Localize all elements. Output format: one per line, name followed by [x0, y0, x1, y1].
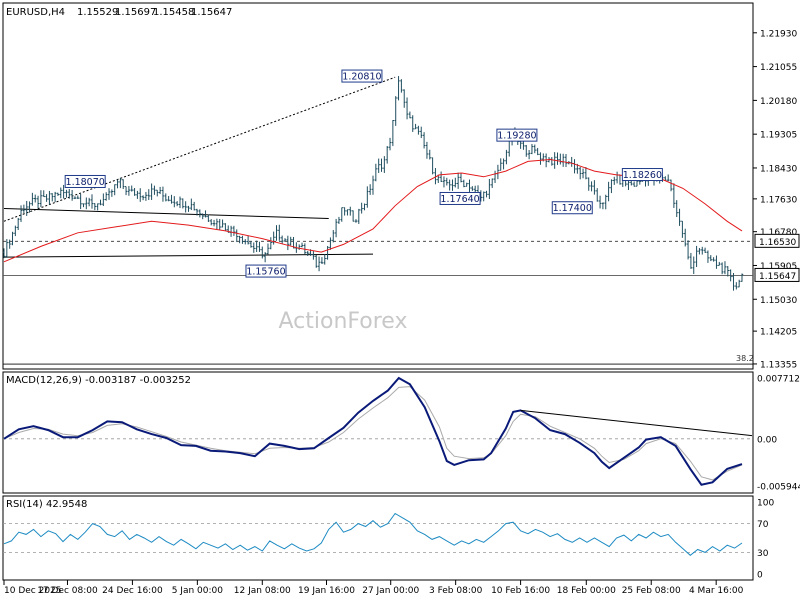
- macd-tick-label: 0.007712: [757, 374, 800, 384]
- trendline: [3, 208, 329, 220]
- rsi-label: RSI(14) 42.9548: [6, 499, 87, 510]
- rsi-panel: 100 70 30 0: [3, 496, 774, 581]
- x-tick-label: 19 Jan 16:00: [298, 586, 355, 596]
- ohlc-close: 1.15647: [191, 7, 232, 18]
- macd-tick-label: 0.00: [757, 435, 777, 445]
- price-level-tag-box: [754, 267, 800, 282]
- price-annotation-box: [439, 191, 481, 205]
- price-annotation-label: 1.19280: [497, 131, 536, 142]
- price-annotation-label: 1.15760: [246, 267, 285, 278]
- price-tick-label: 1.15030: [760, 296, 797, 306]
- rsi-panel-frame: [2, 495, 754, 581]
- x-tick-label: 25 Feb 08:00: [622, 586, 681, 596]
- price-annotation-box: [341, 69, 383, 83]
- x-tick-label: 4 Mar 16:00: [689, 586, 744, 596]
- price-tick-label: 1.18430: [760, 164, 797, 174]
- price-tick-label: 1.15905: [760, 262, 797, 272]
- price-tick-label: 1.14205: [760, 328, 797, 338]
- x-tick-label: 5 Jan 00:00: [172, 586, 224, 596]
- price-level-tag: 1.16530: [759, 238, 796, 248]
- price-tick-label: 1.21930: [760, 29, 797, 39]
- x-tick-label: 27 Jan 00:00: [362, 586, 419, 596]
- price-annotation-label: 1.18260: [623, 170, 662, 181]
- rsi-tick-label: 100: [757, 499, 774, 509]
- price-annotation-box: [496, 128, 538, 142]
- price-annotation-label: 1.18070: [66, 177, 105, 188]
- price-tick-label: 1.20180: [760, 97, 797, 107]
- macd-trendline: [520, 409, 753, 437]
- fib-level-label: 38.2: [736, 354, 754, 363]
- price-tick-label: 1.17630: [760, 195, 797, 205]
- x-tick-label: 12 Jan 08:00: [234, 586, 291, 596]
- x-tick-label: 10 Dec 2025: [4, 586, 62, 596]
- price-annotation-box: [64, 174, 106, 188]
- price-tick-label: 1.19305: [760, 131, 797, 141]
- symbol-label: EURUSD,H4: [6, 7, 65, 18]
- price-annotation-label: 1.20810: [342, 72, 381, 83]
- ohlc-open: 1.15529: [77, 7, 118, 18]
- price-level-tag-box: [754, 233, 800, 248]
- price-tick-label: 1.16780: [760, 228, 797, 238]
- x-tick-label: 10 Feb 16:00: [491, 586, 550, 596]
- macd-tick-label: -0.005944: [757, 482, 800, 492]
- price-annotation-box: [245, 264, 287, 278]
- price-level-tag: 1.15647: [759, 272, 796, 282]
- rsi-tick-label: 0: [757, 571, 763, 581]
- ohlc-high: 1.15697: [115, 7, 156, 18]
- price-annotation-box: [621, 168, 663, 182]
- x-tick-label: 24 Dec 16:00: [102, 586, 163, 596]
- price-tick-label: 1.21055: [760, 63, 797, 73]
- rsi-line: [3, 512, 743, 556]
- watermark: ActionForex: [279, 309, 408, 334]
- macd-label: MACD(12,26,9) -0.003187 -0.003252: [6, 375, 191, 386]
- macd-panel: 0.007712 0.00 -0.005944: [3, 372, 800, 493]
- rsi-tick-label: 30: [757, 549, 769, 559]
- macd-main-line: [3, 376, 743, 486]
- price-tick-label: 1.13355: [760, 360, 797, 370]
- price-annotation-label: 1.17640: [440, 194, 479, 205]
- x-tick-label: 18 Feb 00:00: [557, 586, 616, 596]
- x-tick-label: 3 Feb 08:00: [429, 586, 483, 596]
- price-annotation-label: 1.17400: [553, 203, 592, 214]
- ohlc-low: 1.15458: [153, 7, 194, 18]
- rsi-tick-label: 70: [757, 520, 769, 530]
- macd-panel-frame: [2, 371, 754, 494]
- x-tick-label: 17 Dec 08:00: [37, 586, 98, 596]
- price-panel: 1.21930 1.21055 1.20180 1.19305 1.18430 1.176…: [2, 3, 800, 370]
- price-annotation-box: [551, 201, 593, 215]
